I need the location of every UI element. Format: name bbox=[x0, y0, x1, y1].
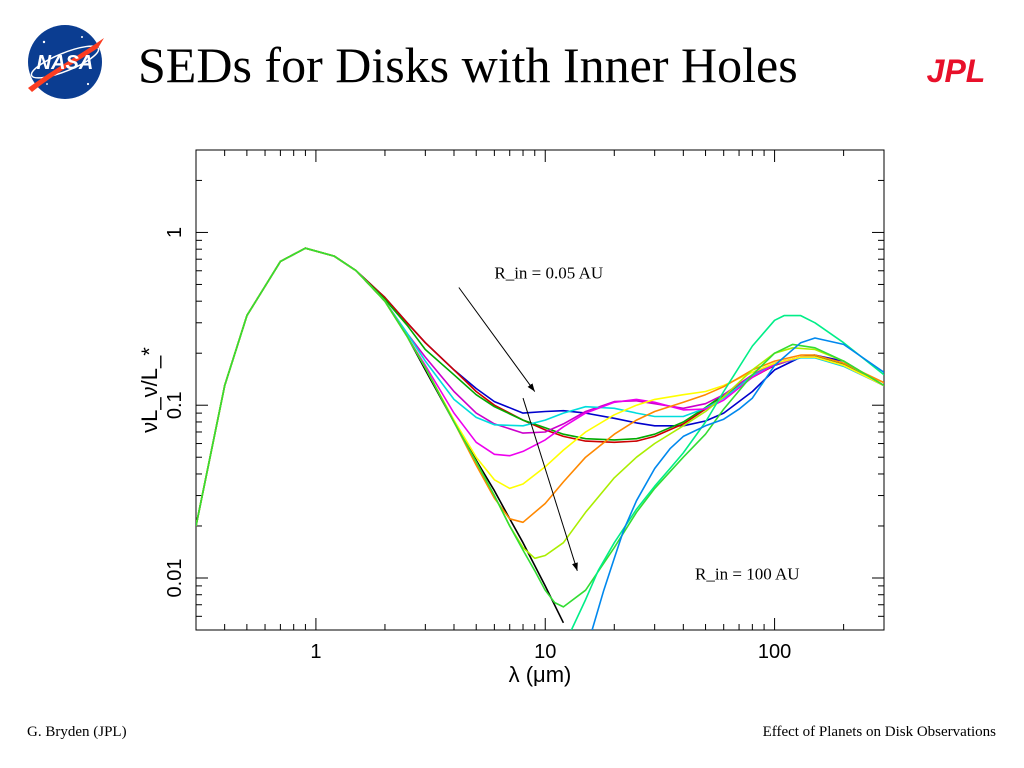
footer-author: G. Bryden (JPL) bbox=[27, 724, 127, 740]
annotations: R_in = 0.05 AU R_in = 100 AU bbox=[458, 264, 800, 584]
series-line-11 bbox=[196, 247, 884, 608]
jpl-logo: JPL bbox=[906, 52, 1006, 92]
nasa-logo: NASA bbox=[22, 22, 108, 102]
y-tick-label: 0.01 bbox=[164, 559, 186, 598]
x-tick-label: 100 bbox=[758, 641, 791, 663]
series-line-6 bbox=[196, 247, 884, 527]
series-line-4 bbox=[196, 247, 884, 527]
y-axis-label: νL_ν/L_* bbox=[137, 347, 162, 433]
axis-tick-labels: 1 10 100 1 0.1 0.01 bbox=[164, 227, 791, 663]
series-line-10 bbox=[196, 247, 884, 560]
footer-talk-title: Effect of Planets on Disk Observations bbox=[762, 724, 996, 740]
series-line-3 bbox=[196, 247, 884, 527]
series-line-8 bbox=[196, 247, 884, 527]
y-tick-label: 1 bbox=[164, 227, 186, 238]
annotation-arrow-2 bbox=[522, 397, 578, 571]
x-tick-label: 1 bbox=[310, 641, 321, 663]
plot-frame bbox=[195, 149, 885, 631]
series-line-12 bbox=[570, 314, 884, 630]
y-tick-label: 0.1 bbox=[164, 391, 186, 419]
annotation-label-1: R_in = 0.05 AU bbox=[494, 264, 603, 283]
series-line-9 bbox=[196, 247, 884, 527]
x-tick-label: 10 bbox=[534, 641, 556, 663]
series-line-13 bbox=[591, 337, 884, 630]
series-group bbox=[196, 247, 884, 630]
series-line-2 bbox=[196, 247, 884, 527]
x-axis-label: λ (μm) bbox=[509, 662, 572, 687]
annotation-arrow-1 bbox=[458, 287, 536, 392]
nasa-logo-text: NASA bbox=[37, 52, 94, 74]
series-line-5 bbox=[196, 247, 884, 527]
axis-ticks bbox=[195, 149, 885, 631]
annotation-label-2: R_in = 100 AU bbox=[695, 565, 800, 584]
series-line-1 bbox=[196, 247, 565, 624]
series-line-7 bbox=[196, 247, 884, 527]
jpl-logo-text: JPL bbox=[927, 53, 986, 89]
slide-title: SEDs for Disks with Inner Holes bbox=[138, 37, 798, 93]
